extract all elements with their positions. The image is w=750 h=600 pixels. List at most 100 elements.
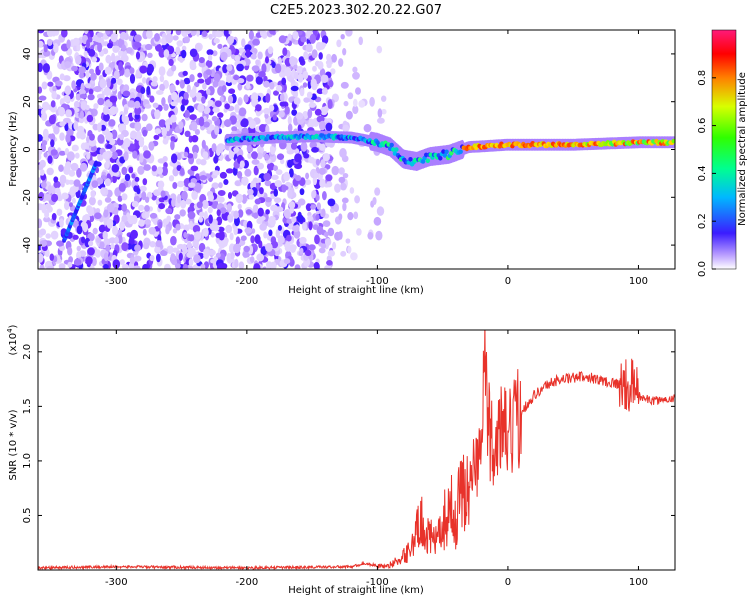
spectral-noise-cell bbox=[316, 202, 321, 210]
spectral-noise-cell bbox=[327, 250, 336, 257]
spectral-noise-cell bbox=[315, 158, 320, 166]
spectral-noise-cell bbox=[363, 124, 372, 133]
spectral-noise-cell bbox=[111, 151, 118, 160]
spectral-noise-cell bbox=[289, 244, 297, 253]
spectral-noise-cell bbox=[290, 85, 299, 92]
spectral-noise-cell bbox=[161, 166, 168, 177]
spectral-noise-cell bbox=[79, 110, 84, 119]
spectral-noise-cell bbox=[283, 209, 292, 219]
spectral-noise-cell bbox=[80, 142, 87, 151]
spectral-noise-cell bbox=[259, 30, 265, 37]
spectral-noise-cell bbox=[38, 134, 43, 142]
spectral-noise-cell bbox=[96, 237, 102, 243]
spectral-noise-cell bbox=[79, 130, 86, 139]
spectral-noise-cell bbox=[294, 148, 300, 155]
spectral-noise-cell bbox=[181, 190, 188, 201]
spectral-noise-cell bbox=[319, 42, 327, 48]
colorbar-tick-label: 0.4 bbox=[697, 165, 708, 181]
spectral-noise-cell bbox=[72, 37, 80, 46]
spectral-noise-cell bbox=[50, 139, 55, 148]
spectrogram-cells bbox=[38, 30, 675, 269]
spectral-noise-cell bbox=[179, 56, 184, 63]
spectral-noise-cell bbox=[322, 153, 330, 162]
spectrogram-x-label: Height of straight line (km) bbox=[288, 285, 424, 296]
spectral-noise-cell bbox=[191, 190, 198, 200]
spectral-noise-cell bbox=[104, 178, 111, 187]
spectral-noise-cell bbox=[241, 176, 249, 186]
spectral-noise-cell bbox=[202, 82, 207, 90]
spectral-noise-cell bbox=[259, 223, 267, 231]
spectral-ridge-cell bbox=[441, 149, 446, 154]
spectral-noise-cell bbox=[134, 106, 142, 116]
spectral-noise-cell bbox=[140, 86, 146, 94]
spectral-noise-cell bbox=[58, 164, 64, 172]
spectral-noise-cell bbox=[264, 112, 269, 119]
y-tick-label: 0.5 bbox=[22, 508, 33, 524]
spectral-noise-cell bbox=[240, 235, 247, 241]
spectral-noise-cell bbox=[158, 66, 166, 77]
spectral-noise-cell bbox=[118, 50, 123, 57]
spectral-noise-cell bbox=[352, 66, 358, 73]
spectral-noise-cell bbox=[148, 227, 156, 235]
spectral-noise-cell bbox=[192, 144, 199, 154]
spectral-noise-cell bbox=[257, 146, 264, 154]
spectral-noise-cell bbox=[59, 121, 67, 127]
spectral-noise-cell bbox=[76, 167, 82, 178]
spectral-noise-cell bbox=[176, 243, 185, 250]
spectral-noise-cell bbox=[53, 180, 61, 189]
spectral-noise-cell bbox=[193, 231, 202, 240]
spectral-noise-cell bbox=[53, 43, 59, 53]
spectral-noise-cell bbox=[158, 119, 166, 128]
spectrogram-y-label: Frequency (Hz) bbox=[8, 111, 19, 187]
spectral-noise-cell bbox=[330, 68, 336, 75]
spectral-noise-cell bbox=[314, 108, 322, 116]
spectral-noise-cell bbox=[249, 256, 255, 263]
spectral-noise-cell bbox=[318, 120, 326, 131]
spectral-noise-cell bbox=[156, 253, 161, 263]
spectral-noise-cell bbox=[341, 197, 349, 204]
spectral-noise-cell bbox=[211, 182, 219, 189]
spectral-noise-cell bbox=[192, 85, 197, 96]
spectral-noise-cell bbox=[124, 115, 130, 125]
spectral-noise-cell bbox=[245, 48, 251, 58]
spectral-noise-cell bbox=[159, 83, 166, 92]
spectral-noise-cell bbox=[130, 130, 137, 139]
spectral-noise-cell bbox=[187, 153, 194, 159]
spectral-noise-cell bbox=[197, 72, 203, 78]
spectral-noise-cell bbox=[74, 258, 82, 266]
spectral-noise-cell bbox=[170, 140, 175, 151]
spectral-noise-cell bbox=[55, 80, 63, 87]
spectral-noise-cell bbox=[287, 115, 292, 125]
spectral-noise-cell bbox=[227, 192, 233, 199]
spectral-noise-cell bbox=[220, 51, 228, 61]
spectral-noise-cell bbox=[97, 134, 105, 144]
spectral-noise-cell bbox=[145, 123, 153, 131]
spectral-noise-cell bbox=[158, 48, 166, 58]
spectral-noise-cell bbox=[278, 35, 287, 44]
spectral-noise-cell bbox=[304, 179, 312, 186]
spectral-noise-cell bbox=[121, 203, 127, 212]
spectral-noise-cell bbox=[266, 162, 275, 171]
spectral-noise-cell bbox=[121, 193, 128, 201]
spectral-noise-cell bbox=[103, 86, 112, 97]
spectral-noise-cell bbox=[76, 245, 82, 252]
spectral-noise-cell bbox=[124, 173, 131, 182]
spectral-noise-cell bbox=[276, 153, 285, 160]
spectral-noise-cell bbox=[275, 228, 280, 239]
spectral-noise-cell bbox=[131, 173, 136, 179]
spectral-noise-cell bbox=[113, 206, 119, 216]
spectral-noise-cell bbox=[39, 228, 47, 236]
spectral-noise-cell bbox=[322, 191, 327, 201]
spectral-noise-cell bbox=[99, 241, 105, 250]
spectral-noise-cell bbox=[141, 191, 147, 201]
spectral-noise-cell bbox=[182, 263, 189, 269]
spectral-noise-cell bbox=[262, 266, 267, 269]
spectral-noise-cell bbox=[197, 78, 205, 84]
spectral-noise-cell bbox=[38, 30, 45, 34]
spectral-noise-cell bbox=[198, 116, 205, 127]
spectral-noise-cell bbox=[144, 196, 150, 203]
spectral-noise-cell bbox=[281, 185, 289, 191]
spectral-noise-cell bbox=[134, 41, 142, 48]
colorbar-tick-label: 0.2 bbox=[697, 213, 708, 229]
spectral-noise-cell bbox=[289, 56, 296, 66]
